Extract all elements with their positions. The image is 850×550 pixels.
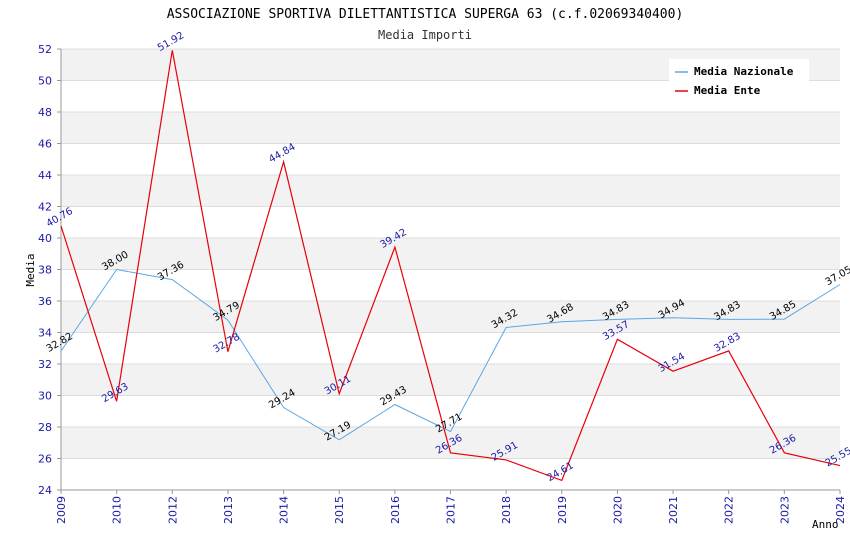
x-tick-label: 2009: [55, 496, 68, 524]
data-label-ente: 32.78: [212, 332, 242, 356]
y-tick-label: 44: [38, 169, 52, 182]
x-tick-label: 2016: [389, 496, 402, 524]
grid-band: [61, 301, 840, 333]
chart-subtitle: Media Importi: [378, 28, 472, 42]
x-tick-label: 2020: [611, 496, 624, 524]
y-tick-label: 38: [38, 264, 52, 277]
x-tick-label: 2010: [111, 496, 124, 524]
series-line-ente: [60, 50, 841, 482]
y-tick-label: 24: [38, 484, 52, 497]
y-tick-label: 42: [38, 201, 52, 214]
x-tick-label: 2024: [834, 496, 847, 524]
x-tick-label: 2015: [333, 496, 346, 524]
y-tick-label: 46: [38, 138, 52, 151]
grid-band: [61, 238, 840, 270]
chart-title: ASSOCIAZIONE SPORTIVA DILETTANTISTICA SU…: [167, 7, 684, 22]
y-tick-label: 50: [38, 75, 52, 88]
grid-band: [61, 364, 840, 396]
x-tick-label: 2021: [667, 496, 680, 524]
x-tick-label: 2017: [445, 496, 458, 524]
y-tick-labels: 24 26 28 30 32 34 36 38 40 42 44 46 48 50 52: [38, 43, 61, 497]
y-axis-label: Media: [24, 253, 37, 286]
x-tick-label: 2022: [723, 496, 736, 524]
x-tick-label: 2018: [500, 496, 513, 524]
legend-label-nazionale: Media Nazionale: [694, 65, 794, 78]
y-tick-label: 48: [38, 106, 52, 119]
grid-band: [61, 112, 840, 144]
grid-bands: [61, 49, 840, 459]
x-tick-label: 2023: [778, 496, 791, 524]
data-label-ente: 44.84: [267, 142, 297, 166]
legend-label-ente: Media Ente: [694, 84, 761, 97]
y-tick-label: 34: [38, 327, 52, 340]
y-tick-label: 30: [38, 390, 52, 403]
x-tick-labels: 2009 2010 2012 2013 2014 2015 2016 2017 2018 2019…: [55, 490, 847, 524]
y-tick-label: 40: [38, 232, 52, 245]
series-lines: [60, 50, 841, 482]
y-tick-label: 52: [38, 43, 52, 56]
legend: Media Nazionale Media Ente: [669, 59, 809, 101]
x-tick-label: 2014: [278, 496, 291, 524]
x-tick-label: 2013: [222, 496, 235, 524]
x-axis-label: Anno: [812, 518, 839, 531]
x-tick-label: 2019: [556, 496, 569, 524]
grid-band: [61, 175, 840, 207]
y-tick-label: 36: [38, 295, 52, 308]
y-tick-label: 32: [38, 358, 52, 371]
y-tick-label: 26: [38, 453, 52, 466]
y-tick-label: 28: [38, 421, 52, 434]
series-line-nazionale: [60, 268, 841, 441]
x-tick-label: 2012: [166, 496, 179, 524]
legend-box: [669, 59, 809, 101]
